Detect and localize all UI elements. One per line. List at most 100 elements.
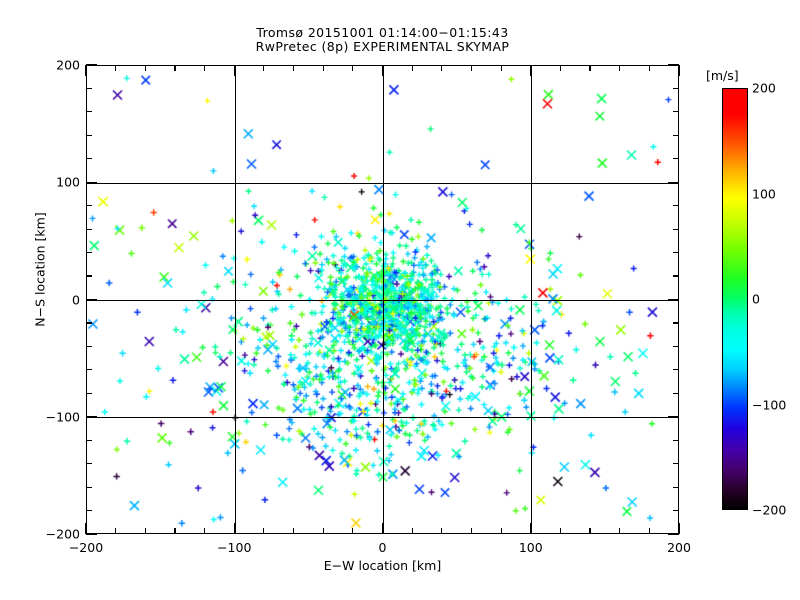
colorbar-gradient (722, 88, 748, 510)
colorbar-title: [m/s] (706, 68, 739, 83)
axis-tick (673, 87, 679, 90)
axis-tick (86, 111, 92, 113)
axis-tick (86, 392, 92, 394)
axis-tick (381, 523, 384, 534)
axis-tick (233, 523, 235, 534)
axis-tick (668, 298, 679, 301)
axis-tick (673, 439, 679, 441)
axis-tick (648, 528, 650, 534)
axis-tick (115, 65, 117, 71)
axis-tick (86, 158, 92, 160)
axis-tick (352, 528, 354, 534)
scatter-plot-canvas (87, 66, 678, 533)
axis-tick (411, 65, 413, 71)
axis-tick (86, 439, 92, 441)
axis-tick (673, 205, 679, 207)
axis-tick (678, 523, 680, 534)
axis-tick (673, 463, 679, 465)
x-axis-label: E−W location [km] (323, 558, 442, 573)
colorbar-tick-label: 200 (752, 80, 776, 96)
axis-tick (86, 275, 92, 277)
axis-tick (619, 65, 621, 71)
axis-tick (115, 528, 117, 534)
axis-tick (263, 65, 265, 71)
axis-tick (144, 528, 146, 534)
gridline-horizontal (87, 299, 678, 302)
axis-tick (470, 65, 473, 71)
axis-tick (322, 65, 324, 71)
plot-area (86, 65, 679, 534)
x-tick-label: 200 (667, 540, 691, 555)
axis-tick (673, 392, 679, 394)
plot-title: Tromsø 20151001 01:14:00−01:15:43 RwPret… (0, 26, 765, 54)
y-tick-label: −200 (45, 526, 80, 542)
axis-tick (673, 252, 679, 254)
axis-tick (204, 65, 206, 71)
axis-tick (263, 528, 265, 534)
axis-tick (530, 523, 532, 534)
y-tick-label: 200 (56, 57, 80, 73)
axis-tick (500, 65, 502, 71)
axis-tick (559, 528, 561, 534)
gridline-horizontal (87, 417, 678, 419)
x-tick-label: 100 (518, 540, 543, 555)
axis-tick (86, 533, 97, 535)
axis-tick (85, 523, 87, 534)
axis-tick (85, 65, 87, 76)
axis-tick (673, 111, 679, 113)
axis-tick (559, 65, 561, 71)
colorbar-tick-label: −100 (752, 397, 787, 412)
axis-tick (530, 65, 532, 76)
y-tick-label: 100 (56, 174, 80, 190)
x-tick-label: −100 (217, 540, 252, 555)
axis-tick (86, 298, 97, 301)
axis-tick (668, 533, 679, 535)
axis-tick (144, 65, 146, 71)
axis-tick (673, 345, 679, 347)
axis-tick (292, 528, 295, 534)
colorbar (722, 88, 748, 510)
axis-tick (86, 322, 92, 324)
gridline-horizontal (87, 182, 678, 184)
axis-tick (441, 65, 443, 71)
axis-tick (86, 87, 92, 90)
axis-tick (86, 252, 92, 254)
axis-tick (673, 369, 679, 371)
axis-tick (292, 65, 295, 71)
axis-tick (668, 416, 679, 418)
axis-tick (352, 65, 354, 71)
axis-tick (673, 322, 679, 324)
axis-tick (668, 181, 679, 183)
axis-tick (589, 65, 591, 71)
axis-tick (668, 64, 679, 66)
axis-tick (174, 528, 176, 534)
x-tick-label: −200 (68, 540, 104, 555)
gridline-vertical (234, 66, 236, 533)
axis-tick (673, 228, 679, 230)
y-tick-label: −100 (45, 409, 80, 425)
y-axis-label: N−S location [km] (32, 212, 48, 327)
colorbar-tick-label: 100 (752, 186, 776, 201)
axis-tick (673, 275, 679, 277)
title-line-2: RwPretec (8p) EXPERIMENTAL SKYMAP (255, 39, 510, 54)
axis-tick (204, 528, 206, 534)
axis-tick (322, 528, 324, 534)
gridline-vertical (531, 66, 533, 533)
axis-tick (619, 528, 621, 534)
x-tick-label: 0 (378, 540, 387, 555)
y-tick-label: 0 (72, 292, 80, 307)
axis-tick (174, 65, 176, 71)
axis-tick (86, 369, 92, 371)
axis-tick (673, 158, 679, 160)
gridline-vertical (382, 66, 385, 533)
axis-tick (411, 528, 413, 534)
axis-tick (589, 528, 591, 534)
axis-tick (441, 528, 443, 534)
axis-tick (233, 65, 235, 76)
axis-tick (470, 528, 473, 534)
axis-tick (648, 65, 650, 71)
axis-tick (86, 509, 92, 512)
colorbar-tick-label: 0 (752, 291, 760, 307)
axis-tick (673, 509, 679, 512)
